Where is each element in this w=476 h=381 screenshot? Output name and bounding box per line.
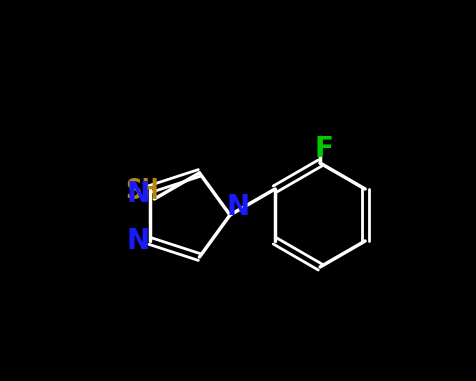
Text: F: F	[315, 135, 334, 163]
Text: N: N	[127, 180, 149, 208]
Text: N: N	[227, 193, 249, 221]
Text: N: N	[127, 227, 149, 255]
Text: SH: SH	[126, 177, 159, 205]
